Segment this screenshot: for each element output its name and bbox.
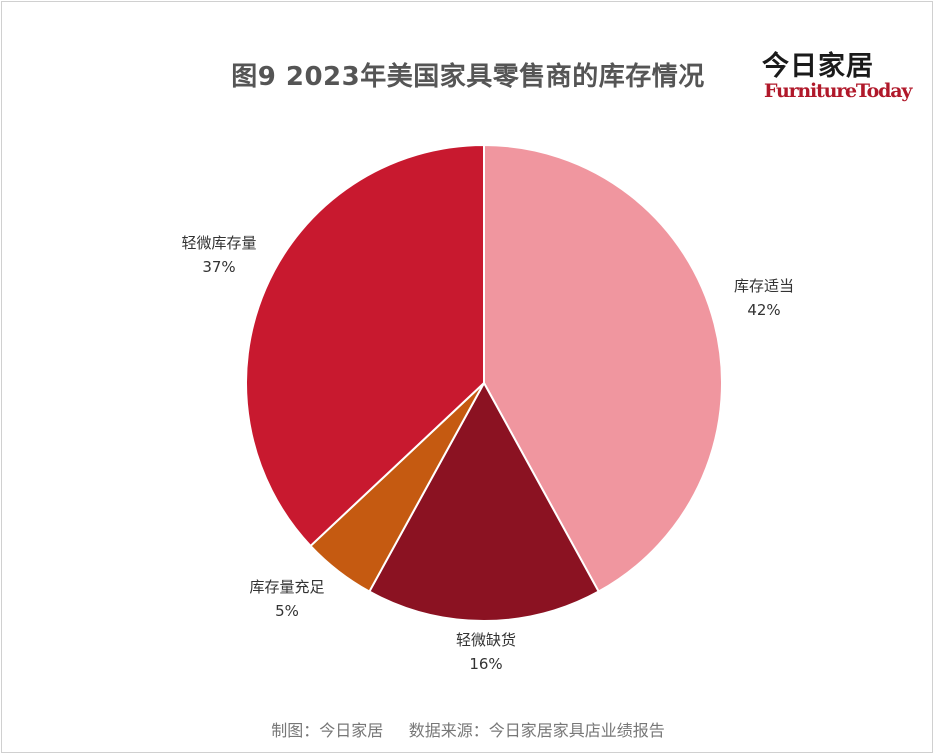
slice-value-3: 37% bbox=[202, 258, 235, 276]
slice-label-0: 库存适当 bbox=[734, 277, 794, 295]
slice-value-0: 42% bbox=[747, 301, 780, 319]
slice-value-2: 5% bbox=[275, 602, 299, 620]
slice-label-3: 轻微库存量 bbox=[181, 234, 256, 252]
pie-slice-1 bbox=[368, 382, 600, 622]
slice-label-1: 轻微缺货 bbox=[456, 631, 516, 649]
logo-en-text: FurnitureToday bbox=[764, 80, 912, 102]
chart-title: 图9 2023年美国家具零售商的库存情况 bbox=[231, 62, 705, 92]
pie-slice-0 bbox=[483, 144, 723, 593]
pie-slice-3 bbox=[245, 144, 485, 547]
slice-label-2: 库存量充足 bbox=[249, 578, 324, 596]
pie-slices bbox=[245, 144, 723, 622]
slice-value-1: 16% bbox=[469, 655, 502, 673]
logo-cn-text: 今日家居 bbox=[762, 51, 874, 82]
chart-footer: 制图：今日家居 数据来源：今日家居家具店业绩报告 bbox=[271, 721, 665, 740]
